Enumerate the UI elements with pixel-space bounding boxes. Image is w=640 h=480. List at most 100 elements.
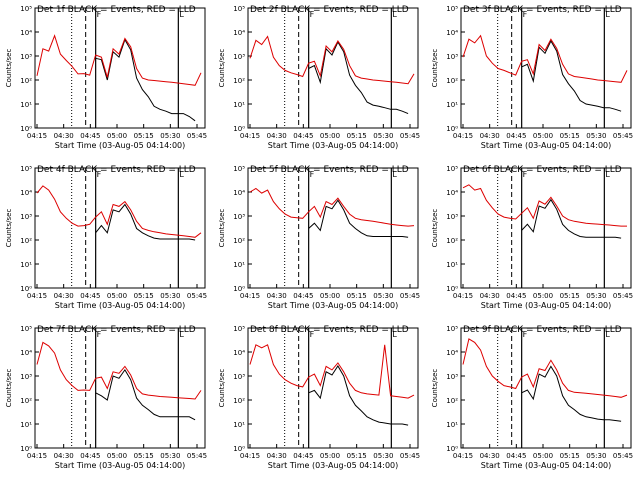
x-tick-label: 04:45 [293,292,313,300]
series-events-line [95,368,196,421]
y-tick-label: 10⁴ [233,29,245,37]
plot-frame [460,7,632,129]
panel-title: Det 7f BLACK = Events, RED = LLD [37,325,196,335]
x-tick-label: 05:30 [373,292,393,300]
y-tick-label: 10⁵ [233,5,245,13]
x-tick-label: 04:15 [240,132,260,140]
panel-title: Det 3f BLACK = Events, RED = LLD [463,5,622,15]
y-tick-label: 10⁴ [446,349,458,357]
y-tick-label: 10² [233,237,245,245]
y-tick-label: 10⁵ [446,5,458,13]
x-tick-label: 05:30 [586,292,606,300]
y-tick-label: 10⁰ [20,445,32,453]
marker-label-L: L [179,330,184,339]
y-tick-label: 10⁴ [233,189,245,197]
x-tick-label: 05:45 [613,292,633,300]
y-tick-label: 10³ [20,53,32,61]
y-tick-label: 10⁵ [233,325,245,333]
x-axis-label: Start Time (03-Aug-05 04:14:00) [268,141,399,150]
x-tick-label: 05:45 [400,452,420,460]
x-axis-label: Start Time (03-Aug-05 04:14:00) [481,141,612,150]
y-tick-label: 10² [446,77,458,85]
x-tick-label: 05:45 [187,452,207,460]
y-tick-label: 10⁰ [446,445,458,453]
x-tick-label: 05:45 [187,292,207,300]
panel-det-9: Det 9f BLACK = Events, RED = LLD 10⁰ 10¹ 10… [431,325,633,470]
panel-title: Det 4f BLACK = Events, RED = LLD [37,165,196,175]
panel-det-3: Det 3f BLACK = Events, RED = LLD 10⁰ 10¹ 10… [431,5,633,150]
series-events-line [521,365,622,422]
x-tick-label: 05:15 [134,132,154,140]
plot-frame [34,167,206,289]
series-events-line [95,203,196,241]
marker-label-F: F [310,10,315,19]
series-events-line [521,39,622,112]
y-tick-label: 10⁵ [233,165,245,173]
x-tick-label: 04:15 [27,292,47,300]
y-tick-label: 10³ [20,373,32,381]
y-tick-label: 10⁰ [20,285,32,293]
x-tick-label: 05:30 [586,132,606,140]
y-axis-label: Counts/sec [5,369,13,408]
marker-label-L: L [605,10,610,19]
y-axis-label: Counts/sec [431,49,439,88]
panel-title: Det 6f BLACK = Events, RED = LLD [463,165,622,175]
plot-frame [247,7,419,129]
x-tick-label: 05:00 [107,132,127,140]
y-tick-label: 10² [233,397,245,405]
x-tick-label: 04:15 [453,452,473,460]
x-tick-label: 05:15 [134,292,154,300]
y-axis-label: Counts/sec [218,49,226,88]
y-tick-label: 10¹ [446,421,458,429]
panel-det-8: Det 8f BLACK = Events, RED = LLD 10⁰ 10¹ 10… [218,325,420,470]
x-tick-label: 04:15 [240,452,260,460]
marker-label-L: L [179,170,184,179]
x-tick-label: 05:45 [613,132,633,140]
y-tick-label: 10⁵ [20,325,32,333]
y-tick-label: 10³ [446,373,458,381]
x-tick-label: 05:00 [533,132,553,140]
panel-det-7: Det 7f BLACK = Events, RED = LLD 10⁰ 10¹ 10… [5,325,207,470]
y-tick-label: 10¹ [20,101,32,109]
x-axis-label: Start Time (03-Aug-05 04:14:00) [268,301,399,310]
x-tick-label: 04:45 [506,452,526,460]
x-axis-label: Start Time (03-Aug-05 04:14:00) [55,301,186,310]
plot-frame [34,7,206,129]
panel-det-6: Det 6f BLACK = Events, RED = LLD 10⁰ 10¹ 10… [431,165,633,310]
panel-det-2: Det 2f BLACK = Events, RED = LLD 10⁰ 10¹ 10… [218,5,420,150]
series-events-line [521,198,622,239]
y-axis-label: Counts/sec [218,209,226,248]
x-tick-label: 05:30 [373,132,393,140]
series-events-line [308,41,409,115]
x-tick-label: 05:30 [586,452,606,460]
x-tick-label: 05:45 [187,132,207,140]
x-tick-label: 05:00 [533,292,553,300]
series-lld-line [249,35,415,85]
y-tick-label: 10¹ [446,101,458,109]
marker-label-L: L [392,170,397,179]
y-axis-label: Counts/sec [431,209,439,248]
x-tick-label: 05:30 [160,452,180,460]
x-tick-label: 05:15 [560,132,580,140]
x-tick-label: 05:45 [400,292,420,300]
x-tick-label: 05:30 [160,292,180,300]
marker-label-F: F [97,330,102,339]
y-tick-label: 10⁴ [20,349,32,357]
x-tick-label: 05:45 [613,452,633,460]
plot-frame [247,167,419,289]
series-lld-line [36,34,202,86]
y-tick-label: 10³ [20,213,32,221]
x-tick-label: 04:15 [27,132,47,140]
y-tick-label: 10² [20,77,32,85]
panel-title: Det 8f BLACK = Events, RED = LLD [250,325,409,335]
x-tick-label: 05:00 [107,452,127,460]
y-tick-label: 10³ [446,53,458,61]
y-tick-label: 10⁰ [233,445,245,453]
x-tick-label: 04:30 [267,292,287,300]
y-axis-label: Counts/sec [5,49,13,88]
x-tick-label: 04:30 [267,132,287,140]
x-tick-label: 04:15 [27,452,47,460]
panel-title: Det 5f BLACK = Events, RED = LLD [250,165,409,175]
x-tick-label: 04:15 [453,132,473,140]
y-tick-label: 10⁴ [446,189,458,197]
